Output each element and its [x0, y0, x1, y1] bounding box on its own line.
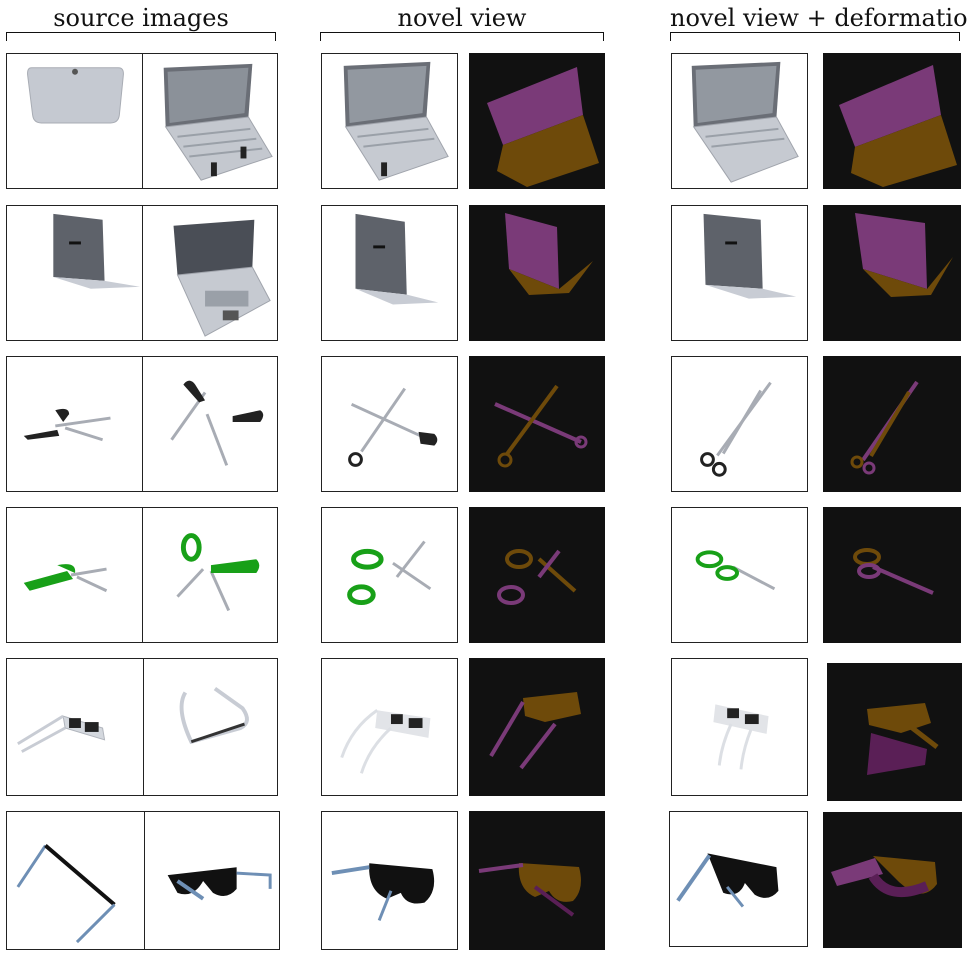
row5-source-illustration [17, 686, 249, 753]
header-novel-view-bracket [320, 32, 604, 41]
row2-deformation-rgb-illustration [703, 213, 797, 299]
row6-source-divider [144, 812, 145, 949]
row2-deformation-mask [823, 205, 961, 341]
row6-novel-view-rgb-illustration [331, 863, 435, 921]
row3-novel-view-mask-illustration [494, 384, 588, 468]
row4-deformation-rgb-illustration [695, 550, 776, 591]
row4-deformation-mask [823, 507, 961, 643]
row6-source-illustration [16, 844, 272, 944]
row5-novel-view-mask [469, 658, 605, 796]
header-novel-view-deformation-bracket [670, 32, 960, 41]
row1-novel-view-mask-illustration [487, 67, 599, 187]
row1-source-divider [142, 54, 143, 188]
row4-source-images [6, 507, 278, 643]
row1-deformation-mask-illustration [839, 65, 957, 187]
row5-source-images [6, 658, 278, 796]
row6-novel-view-mask-illustration [478, 863, 581, 917]
row2-novel-view-mask-illustration [505, 213, 593, 295]
row5-source-divider [143, 659, 144, 795]
row4-source-divider [142, 508, 143, 642]
row3-deformation-mask-illustration [850, 380, 919, 475]
row2-novel-view-rgb [321, 205, 458, 341]
row4-deformation-mask-illustration [853, 548, 934, 595]
row4-novel-view-rgb [321, 507, 458, 643]
row5-novel-view-rgb-illustration [340, 709, 431, 774]
row5-novel-view-rgb [321, 658, 458, 796]
row6-source-images [6, 811, 280, 950]
header-novel-view-deformation-label: novel view + deformation [670, 4, 968, 32]
row6-novel-view-mask [469, 811, 605, 950]
row1-deformation-rgb-illustration [691, 61, 799, 183]
header-source-images: source images [6, 0, 276, 44]
row6-deformation-rgb [669, 811, 808, 947]
row4-deformation-rgb [671, 507, 808, 643]
row1-deformation-mask [823, 53, 961, 189]
row1-novel-view-mask [469, 53, 605, 189]
row2-source-divider [142, 206, 143, 340]
header-novel-view: novel view [320, 0, 604, 44]
row3-source-images [6, 356, 278, 492]
row1-novel-view-rgb [321, 53, 458, 189]
row3-novel-view-rgb-illustration [348, 387, 438, 467]
row4-novel-view-mask [469, 507, 605, 643]
row1-source-images [6, 53, 278, 189]
row5-deformation-rgb [671, 658, 808, 796]
row3-source-divider [142, 357, 143, 491]
row4-novel-view-rgb-illustration [347, 540, 432, 606]
row5-deformation-mask [827, 663, 962, 801]
row2-source-illustration [53, 213, 271, 337]
row3-source-illustration [23, 380, 264, 466]
header-source-images-bracket [6, 32, 276, 41]
row6-deformation-mask-illustration [831, 856, 937, 897]
row1-source-illustration [27, 63, 273, 181]
row4-source-illustration [23, 533, 260, 612]
row1-novel-view-rgb-illustration [343, 61, 449, 181]
row2-novel-view-mask [469, 205, 605, 341]
row5-deformation-rgb-illustration [713, 704, 769, 770]
row5-deformation-mask-illustration [867, 703, 939, 775]
row2-deformation-mask-illustration [855, 213, 953, 297]
row4-novel-view-mask-illustration [497, 549, 577, 605]
row1-deformation-rgb [671, 53, 808, 189]
row2-novel-view-rgb-illustration [355, 213, 439, 305]
header-source-images-label: source images [53, 4, 229, 32]
row6-novel-view-rgb [321, 811, 458, 950]
row6-deformation-mask [823, 812, 962, 948]
row5-novel-view-mask-illustration [489, 692, 581, 770]
row3-deformation-mask [823, 356, 961, 492]
row3-deformation-rgb-illustration [700, 381, 772, 477]
row3-novel-view-mask [469, 356, 605, 492]
row2-source-images [6, 205, 278, 341]
row2-deformation-rgb [671, 205, 808, 341]
row3-novel-view-rgb [321, 356, 458, 492]
header-novel-view-deformation: novel view + deformation [670, 0, 968, 44]
row3-deformation-rgb [671, 356, 808, 492]
row6-deformation-rgb-illustration [676, 853, 779, 908]
header-novel-view-label: novel view [397, 4, 527, 32]
